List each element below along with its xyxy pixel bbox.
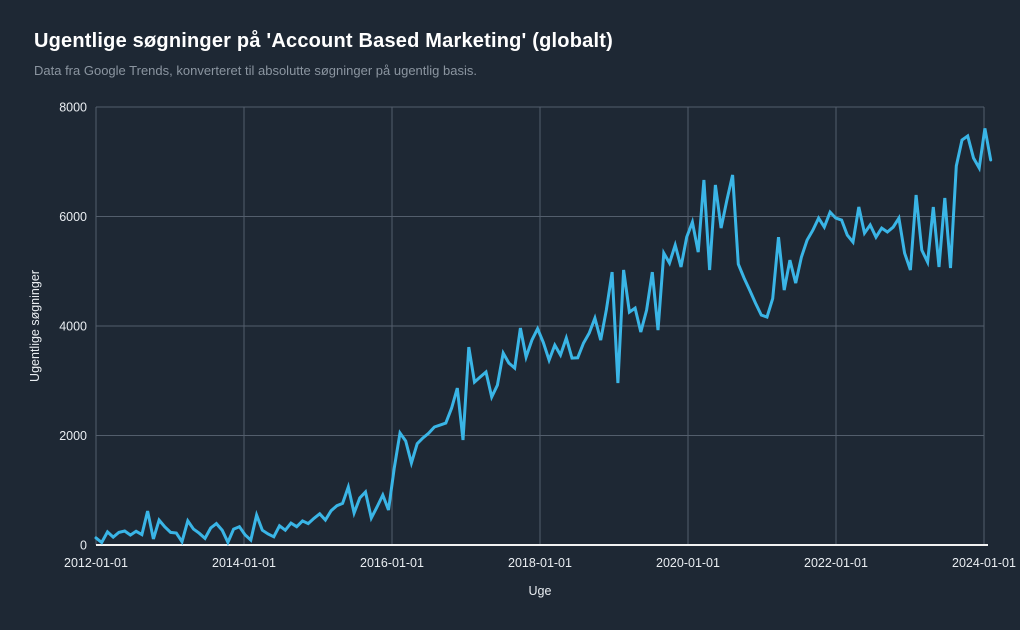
x-tick-label: 2024-01-01	[952, 556, 1016, 570]
y-tick-label: 2000	[59, 429, 87, 443]
x-tick-label: 2022-01-01	[804, 556, 868, 570]
chart-subtitle: Data fra Google Trends, konverteret til …	[34, 63, 477, 78]
x-tick-label: 2020-01-01	[656, 556, 720, 570]
x-tick-label: 2014-01-01	[212, 556, 276, 570]
chart-title: Ugentlige søgninger på 'Account Based Ma…	[34, 30, 613, 52]
x-tick-label: 2016-01-01	[360, 556, 424, 570]
y-tick-label: 0	[80, 539, 87, 553]
x-axis-title: Uge	[529, 584, 552, 598]
y-tick-label: 4000	[59, 320, 87, 334]
x-tick-label: 2012-01-01	[64, 556, 128, 570]
y-tick-label: 6000	[59, 210, 87, 224]
y-axis-title: Ugentlige søgninger	[28, 270, 42, 382]
series-line-ugentlige-sogninger	[94, 128, 993, 546]
x-tick-label: 2018-01-01	[508, 556, 572, 570]
y-tick-label: 8000	[59, 101, 87, 115]
